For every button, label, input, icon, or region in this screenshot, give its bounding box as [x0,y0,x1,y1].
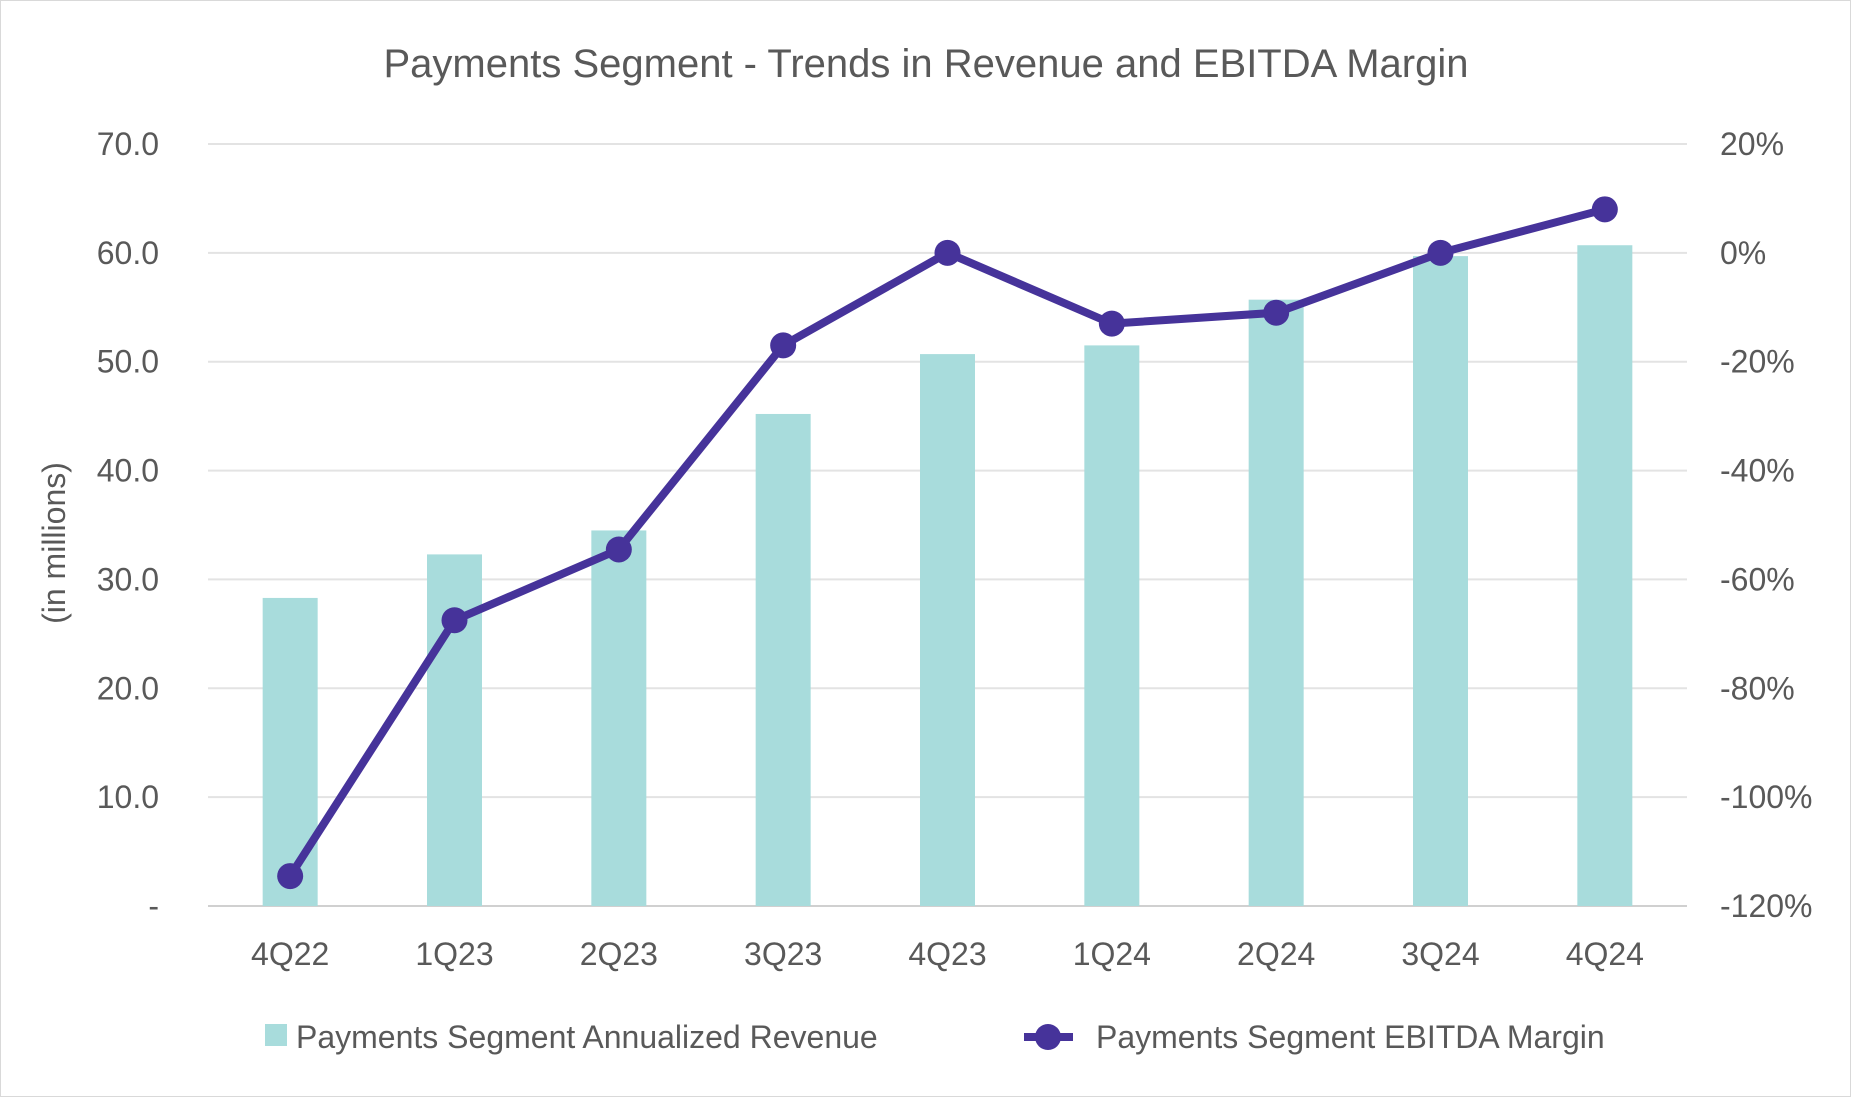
revenue-bar [755,413,811,906]
category-label: 4Q23 [908,936,986,972]
left-tick-label: - [148,888,159,924]
revenue-bar [262,597,318,906]
revenue-bar [1413,256,1468,906]
margin-line-layer [277,196,1618,890]
right-tick-label: -20% [1720,344,1795,380]
revenue-bar [1084,345,1140,906]
margin-point [605,536,632,563]
right-tick-label: 20% [1720,126,1784,162]
margin-point [277,863,304,890]
category-label: 2Q24 [1237,936,1315,972]
right-tick-label: -120% [1720,888,1813,924]
category-label: 4Q22 [251,936,329,972]
category-labels: 4Q22 1Q23 2Q23 3Q23 4Q23 1Q24 2Q24 3Q24 4Q24 [251,936,1644,972]
left-tick-label: 40.0 [97,453,159,489]
right-tick-label: -100% [1720,779,1813,815]
margin-point [1263,299,1290,326]
revenue-bar [920,354,975,906]
revenue-bar [1577,245,1633,907]
legend-revenue-swatch [265,1024,287,1046]
margin-point [441,607,468,634]
left-tick-label: 60.0 [97,235,159,271]
right-tick-label: -40% [1720,453,1795,489]
revenue-bars [262,245,1633,907]
category-label: 4Q24 [1566,936,1644,972]
right-tick-label: -80% [1720,670,1795,706]
category-label: 3Q23 [744,936,822,972]
left-tick-label: 10.0 [97,779,159,815]
left-axis-ticks: - 10.0 20.0 30.0 40.0 50.0 60.0 70.0 [97,126,159,924]
chart-title: Payments Segment - Trends in Revenue and… [384,42,1469,86]
legend-margin-label: Payments Segment EBITDA Margin [1096,1019,1605,1055]
right-tick-label: -60% [1720,561,1795,597]
category-label: 1Q24 [1073,936,1151,972]
margin-point [1427,239,1454,266]
left-tick-label: 50.0 [97,344,159,380]
category-label: 2Q23 [580,936,658,972]
margin-point [770,332,797,359]
margin-point [934,239,961,266]
left-tick-label: 20.0 [97,670,159,706]
category-label: 3Q24 [1401,936,1479,972]
legend: Payments Segment Annualized Revenue Paym… [265,1019,1605,1055]
y-axis-title: (in millions) [36,462,72,624]
legend-margin-marker [1035,1024,1061,1050]
right-axis-ticks: -120% -100% -80% -60% -40% -20% 0% 20% [1720,126,1813,924]
right-tick-label: 0% [1720,235,1766,271]
category-label: 1Q23 [415,936,493,972]
revenue-bar [427,554,482,906]
legend-revenue-label: Payments Segment Annualized Revenue [296,1019,878,1055]
revenue-bar [1248,299,1304,906]
left-tick-label: 70.0 [97,126,159,162]
margin-point [1098,310,1125,337]
margin-point [1591,196,1618,223]
left-tick-label: 30.0 [97,561,159,597]
revenue-bar [591,530,647,906]
